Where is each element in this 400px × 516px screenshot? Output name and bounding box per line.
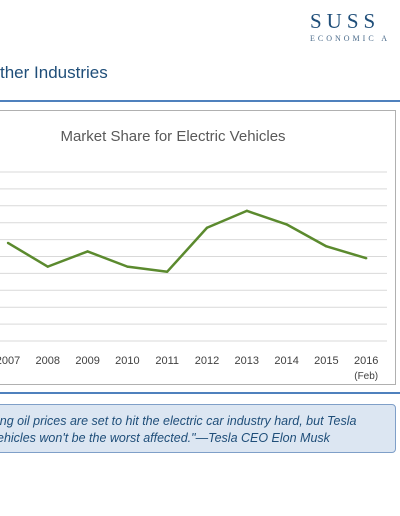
- x-tick-label: 2016: [354, 355, 378, 367]
- x-tick-label: 2008: [36, 355, 60, 367]
- data-point: [285, 223, 288, 226]
- x-tick-label: 2011: [155, 355, 179, 367]
- page-title: ther Industries: [0, 63, 108, 82]
- data-point: [325, 245, 328, 248]
- x-tick-label: 2010: [115, 355, 139, 367]
- x-tick-label: 2013: [235, 355, 259, 367]
- quote-box: ing oil prices are set to hit the electr…: [0, 404, 396, 453]
- data-point: [86, 250, 89, 253]
- data-point: [365, 256, 368, 260]
- x-tick-label: 2009: [75, 355, 99, 367]
- data-point: [46, 265, 49, 268]
- chart-panel: Market Share for Electric Vehicles 2007 2…: [0, 110, 396, 385]
- data-point: [126, 265, 129, 268]
- x-tick-label: 2007: [0, 355, 20, 367]
- data-point: [6, 241, 10, 245]
- brand-logo: SUSS ECONOMIC A: [310, 10, 400, 43]
- series-line: [7, 209, 367, 273]
- divider-top: [0, 100, 400, 102]
- brand-subtitle: ECONOMIC A: [310, 34, 391, 43]
- chart-title: Market Share for Electric Vehicles: [60, 128, 285, 145]
- x-tick-label: 2014: [274, 355, 298, 367]
- data-point: [205, 226, 209, 229]
- line-chart: Market Share for Electric Vehicles 2007 2…: [0, 128, 387, 382]
- quote-text: ing oil prices are set to hit the electr…: [0, 414, 357, 445]
- brand-name: SUSS: [310, 9, 381, 33]
- x-tick-sublabel: (Feb): [354, 371, 378, 382]
- x-tick-label: 2015: [314, 355, 338, 367]
- divider-bottom: [0, 392, 400, 394]
- data-point: [166, 270, 169, 273]
- data-point: [245, 209, 248, 213]
- x-tick-label: 2012: [195, 355, 219, 367]
